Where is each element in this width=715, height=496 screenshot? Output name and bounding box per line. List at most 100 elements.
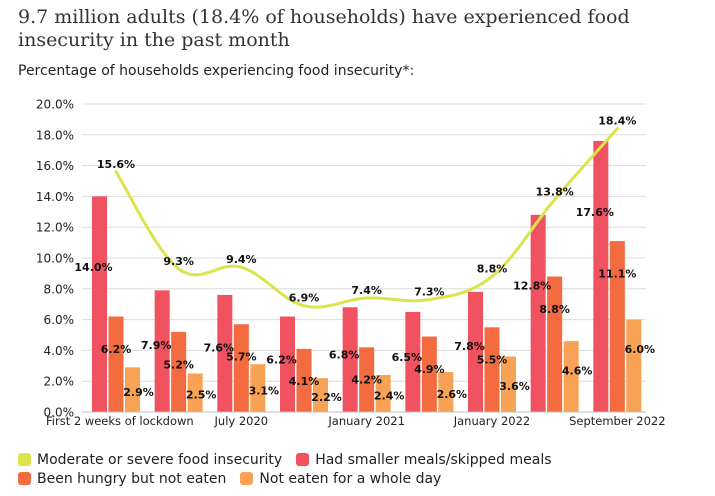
x-axis: First 2 weeks of lockdown July 2020 Januar… <box>46 411 666 428</box>
bar-hungry <box>547 276 563 412</box>
bar-smaller <box>217 294 233 412</box>
data-label-smaller: 12.8% <box>513 280 551 293</box>
data-label-hungry: 5.5% <box>477 354 508 367</box>
legend-item-hungry[interactable]: Been hungry but not eaten <box>18 471 226 487</box>
x-tick-label: First 2 weeks of lockdown <box>46 414 194 428</box>
data-label-moderate: 7.4% <box>351 284 382 297</box>
bar-hungry <box>108 316 124 412</box>
bar-smaller <box>530 214 546 412</box>
trend-line <box>114 127 619 309</box>
data-label-smaller: 6.2% <box>266 353 297 366</box>
y-tick-label: 18.0% <box>36 128 74 142</box>
x-tick-label: January 2021 <box>327 414 405 428</box>
legend-item-smaller[interactable]: Had smaller meals/skipped meals <box>296 451 552 468</box>
bar-smaller <box>342 307 358 412</box>
legend-label-smaller: Had smaller meals/skipped meals <box>315 451 552 468</box>
bar-smaller <box>92 196 107 412</box>
data-label-whole-day: 2.5% <box>186 389 217 402</box>
data-label-whole-day: 6.0% <box>625 343 656 356</box>
legend-swatch-moderate <box>18 453 31 466</box>
bar-whole-day <box>125 367 140 412</box>
legend-label-moderate: Moderate or severe food insecurity <box>37 451 283 468</box>
line-point-moderate <box>427 298 431 302</box>
line-point-moderate <box>239 265 243 269</box>
bar-hungry <box>484 327 500 412</box>
bar-smaller <box>593 140 609 412</box>
data-label-whole-day: 4.6% <box>562 364 593 377</box>
chart-subtitle: Percentage of households experiencing fo… <box>18 63 415 79</box>
data-label-hungry: 11.1% <box>598 267 636 280</box>
legend-swatch-hungry <box>18 472 31 485</box>
bar-smaller <box>405 311 421 412</box>
bar-whole-day <box>313 378 328 412</box>
data-label-whole-day: 2.9% <box>123 386 154 399</box>
y-tick-label: 12.0% <box>36 221 74 235</box>
data-label-smaller: 6.5% <box>392 351 423 364</box>
data-label-moderate: 15.6% <box>97 158 135 171</box>
bar-whole-day <box>187 373 203 412</box>
chart-title: 9.7 million adults (18.4% of households)… <box>18 6 630 51</box>
bar-hungry <box>296 348 312 412</box>
data-label-moderate: 7.3% <box>414 286 445 299</box>
data-labels: 14.0% 7.9% 7.6% 6.2% 6.8% 6.5% 7.8% 12.8% 17.6% 6… <box>74 115 655 404</box>
data-label-smaller: 17.6% <box>576 206 614 219</box>
data-label-moderate: 6.9% <box>289 292 320 305</box>
x-tick-label: January 2022 <box>453 414 531 428</box>
data-label-smaller: 7.8% <box>454 340 485 353</box>
legend-swatch-whole-day <box>240 472 254 485</box>
data-label-smaller: 7.6% <box>204 342 235 355</box>
data-label-whole-day: 2.4% <box>374 389 405 402</box>
legend-label-hungry: Been hungry but not eaten <box>37 470 227 487</box>
data-label-moderate: 9.4% <box>226 253 257 266</box>
y-tick-label: 10.0% <box>36 252 74 266</box>
legend: Moderate or severe food insecurity Had s… <box>18 450 708 488</box>
bars <box>92 140 642 412</box>
bar-hungry <box>421 336 437 412</box>
data-label-hungry: 6.2% <box>101 343 132 356</box>
line-point-moderate <box>490 274 494 278</box>
y-axis: 0.0% 2.0% 4.0% 6.0% 8.0% 10.0% 12.0% 14.0% 16.0%… <box>36 98 74 420</box>
data-label-moderate: 13.8% <box>536 185 574 198</box>
data-label-hungry: 5.7% <box>226 351 257 364</box>
bar-hungry <box>171 331 187 412</box>
data-label-hungry: 4.9% <box>414 363 445 376</box>
bar-whole-day <box>375 375 391 412</box>
bar-whole-day <box>626 319 642 412</box>
y-tick-label: 14.0% <box>36 190 74 204</box>
bar-smaller <box>468 291 483 412</box>
bar-smaller <box>280 316 295 412</box>
line-point-moderate <box>302 304 306 308</box>
line-point-moderate <box>365 296 369 300</box>
data-label-whole-day: 2.2% <box>311 391 342 404</box>
y-tick-label: 2.0% <box>44 375 75 389</box>
legend-item-whole-day[interactable]: Not eaten for a whole day <box>240 471 441 487</box>
food-insecurity-chart: 0.0% 2.0% 4.0% 6.0% 8.0% 10.0% 12.0% 14.0% 16.0%… <box>36 98 666 429</box>
data-label-hungry: 5.2% <box>163 358 194 371</box>
legend-swatch-smaller <box>296 453 310 466</box>
bar-hungry <box>233 324 249 412</box>
data-label-hungry: 4.2% <box>351 374 382 387</box>
bar-whole-day <box>250 364 266 412</box>
data-label-smaller: 7.9% <box>141 339 172 352</box>
data-label-whole-day: 3.6% <box>499 380 530 393</box>
data-label-smaller: 6.8% <box>329 348 360 361</box>
y-tick-label: 20.0% <box>36 98 74 112</box>
data-label-moderate: 9.3% <box>163 255 194 268</box>
x-tick-label: July 2020 <box>214 414 269 428</box>
y-tick-label: 0.0% <box>44 406 75 420</box>
bar-whole-day <box>438 371 454 412</box>
legend-label-whole-day: Not eaten for a whole day <box>259 470 442 487</box>
bar-smaller <box>154 290 170 412</box>
data-label-moderate: 8.8% <box>477 262 508 275</box>
bar-hungry <box>359 347 375 412</box>
y-tick-label: 6.0% <box>44 313 75 327</box>
y-tick-label: 4.0% <box>44 344 75 358</box>
data-label-smaller: 14.0% <box>74 261 112 274</box>
line-point-moderate <box>553 197 557 201</box>
x-tick-label: September 2022 <box>569 414 666 428</box>
y-tick-label: 16.0% <box>36 159 74 173</box>
y-tick-label: 8.0% <box>44 282 75 296</box>
bar-hungry <box>609 241 625 412</box>
legend-item-moderate[interactable]: Moderate or severe food insecurity <box>18 452 282 468</box>
data-label-hungry: 8.8% <box>539 303 570 316</box>
